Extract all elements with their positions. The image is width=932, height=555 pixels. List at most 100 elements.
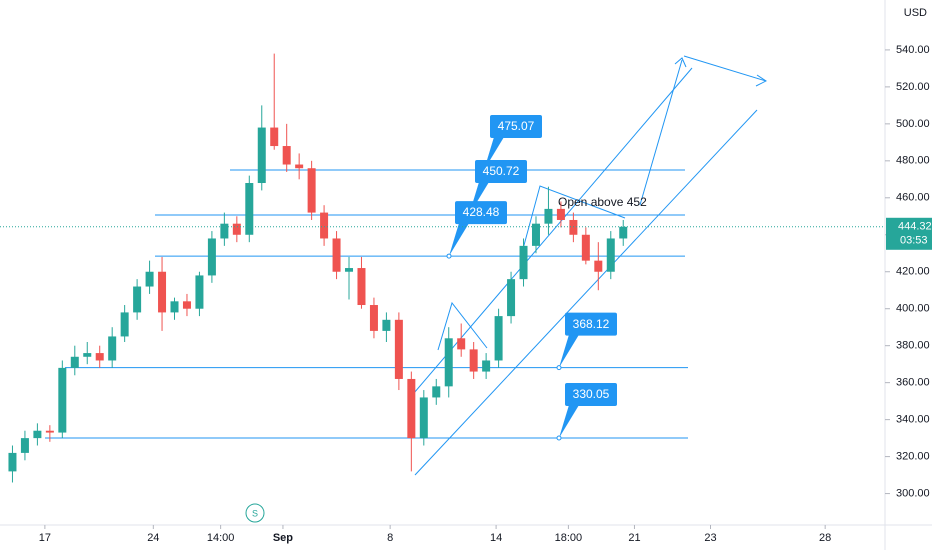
last-price-label: 444.32 bbox=[898, 221, 932, 233]
arrow-path bbox=[639, 59, 683, 206]
callout-anchor bbox=[556, 365, 562, 371]
candle-body bbox=[45, 430, 54, 433]
y-tick-label: 300.00 bbox=[896, 487, 930, 499]
candle-body bbox=[544, 208, 553, 224]
candle-body bbox=[220, 223, 229, 239]
y-tick-label: 520.00 bbox=[896, 81, 930, 93]
candle-body bbox=[619, 226, 628, 239]
candle-body bbox=[83, 353, 92, 357]
x-tick-label: 24 bbox=[147, 532, 159, 544]
event-icon[interactable] bbox=[245, 503, 265, 523]
candle-body bbox=[594, 260, 603, 272]
candle-body bbox=[232, 223, 241, 235]
callout-box bbox=[565, 383, 617, 407]
candle-body bbox=[419, 397, 428, 439]
channel-line bbox=[414, 109, 758, 476]
arrow-head bbox=[674, 57, 687, 68]
annotation: Open above 452 bbox=[558, 195, 647, 209]
x-tick-label: 8 bbox=[387, 532, 393, 544]
arrow-path bbox=[437, 301, 488, 351]
x-tick-label: 14:00 bbox=[207, 532, 235, 544]
x-tick-label: 17 bbox=[39, 532, 51, 544]
candle-body bbox=[469, 349, 478, 372]
candle-body bbox=[507, 279, 516, 317]
candle-body bbox=[569, 219, 578, 235]
x-tick-label: Sep bbox=[273, 532, 293, 544]
currency: USD bbox=[904, 7, 927, 19]
candle-body bbox=[245, 183, 254, 235]
candle-body bbox=[95, 353, 104, 361]
callout-anchor bbox=[556, 435, 562, 441]
candle-body bbox=[494, 316, 503, 361]
y-tick-label: 480.00 bbox=[896, 155, 930, 167]
candle-body bbox=[581, 234, 590, 261]
candle-body bbox=[556, 208, 565, 220]
candle-body bbox=[332, 238, 341, 272]
x-tick-label: 23 bbox=[704, 532, 716, 544]
candle-body bbox=[8, 452, 17, 472]
candle-body bbox=[307, 168, 316, 213]
candle-body bbox=[519, 245, 528, 280]
candle-body bbox=[444, 338, 453, 387]
candle-body bbox=[357, 268, 366, 306]
x-tick-label: 14 bbox=[490, 532, 502, 544]
y-tick-label: 340.00 bbox=[896, 414, 930, 426]
candle-body bbox=[457, 338, 466, 350]
candle-body bbox=[170, 301, 179, 313]
callout-label: 475.07 bbox=[498, 119, 535, 133]
candle-body bbox=[182, 301, 191, 309]
callout-pointer bbox=[559, 405, 579, 439]
candle-body bbox=[394, 319, 403, 379]
candle-body bbox=[382, 319, 391, 331]
x-tick-label: 28 bbox=[819, 532, 831, 544]
callout-box bbox=[490, 114, 542, 138]
candle-body bbox=[282, 146, 291, 165]
candle-body bbox=[58, 367, 67, 433]
event-icon-label: S bbox=[252, 508, 258, 518]
candle-body bbox=[120, 312, 129, 337]
candle-body bbox=[133, 286, 142, 313]
y-tick-label: 500.00 bbox=[896, 118, 930, 130]
candle-body bbox=[270, 127, 279, 147]
arrow-path bbox=[683, 55, 767, 82]
candle-body bbox=[108, 336, 117, 361]
drawings bbox=[407, 55, 767, 476]
candle-body bbox=[70, 356, 79, 368]
arrow-path bbox=[519, 185, 626, 261]
candle-body bbox=[320, 212, 329, 239]
candle-body bbox=[20, 438, 29, 453]
callout-label: 450.72 bbox=[483, 164, 520, 178]
y-tick-label: 360.00 bbox=[896, 377, 930, 389]
x-tick-label: 18:00 bbox=[555, 532, 583, 544]
candle-body bbox=[432, 386, 441, 398]
callout-pointer bbox=[559, 334, 579, 368]
callout-box bbox=[565, 312, 617, 336]
arrow-head bbox=[755, 74, 767, 87]
y-tick-label: 400.00 bbox=[896, 303, 930, 315]
candle-body bbox=[207, 238, 216, 276]
callout-label: 330.05 bbox=[573, 387, 610, 401]
candle-body bbox=[345, 268, 354, 272]
x-tick-label: 21 bbox=[628, 532, 640, 544]
callout-label: 368.12 bbox=[573, 317, 610, 331]
candle-body bbox=[606, 238, 615, 272]
callout-box bbox=[475, 159, 527, 183]
y-tick-label: 540.00 bbox=[896, 44, 930, 56]
y-tick-label: 460.00 bbox=[896, 192, 930, 204]
candle-body bbox=[33, 430, 42, 439]
last-price-box bbox=[886, 217, 932, 250]
candle-body bbox=[195, 275, 204, 309]
candle-body bbox=[295, 164, 304, 169]
y-tick-label: 420.00 bbox=[896, 266, 930, 278]
candle-body bbox=[482, 360, 491, 372]
callout-box bbox=[455, 201, 507, 225]
candle-body bbox=[531, 223, 540, 246]
y-tick-label: 320.00 bbox=[896, 451, 930, 463]
countdown-label: 03:53 bbox=[900, 235, 928, 247]
candle-body bbox=[158, 271, 167, 313]
candle-body bbox=[257, 127, 266, 184]
callout-pointer bbox=[449, 223, 469, 257]
candle-body bbox=[369, 305, 378, 331]
